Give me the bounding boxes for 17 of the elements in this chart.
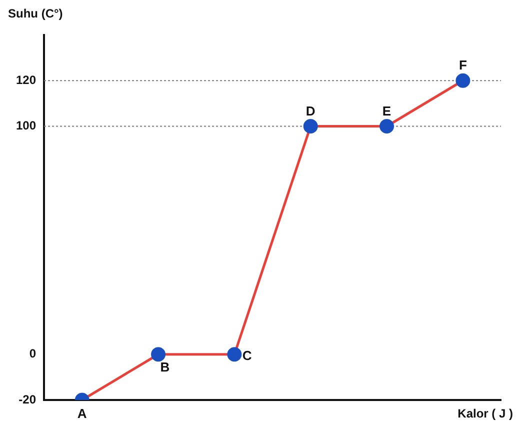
x-tick-label: F <box>458 58 467 73</box>
y-tick-label: -20 <box>18 392 36 406</box>
y-tick-label: 100 <box>16 118 36 133</box>
point <box>380 119 394 134</box>
x-tick-label: B <box>160 359 170 374</box>
y-axis-title: Suhu (C°) <box>8 6 63 20</box>
x-tick-label: D <box>306 103 316 118</box>
x-tick-label: A <box>77 406 88 422</box>
point <box>227 347 242 362</box>
x-tick-label: C <box>242 348 252 363</box>
point <box>303 119 318 134</box>
x-tick-label: E <box>382 103 392 118</box>
x-axis-title: Kalor ( J ) <box>458 406 513 420</box>
y-tick-label: 120 <box>16 72 36 87</box>
y-tick-label: 0 <box>29 346 36 361</box>
point <box>151 347 166 362</box>
point <box>456 73 470 88</box>
